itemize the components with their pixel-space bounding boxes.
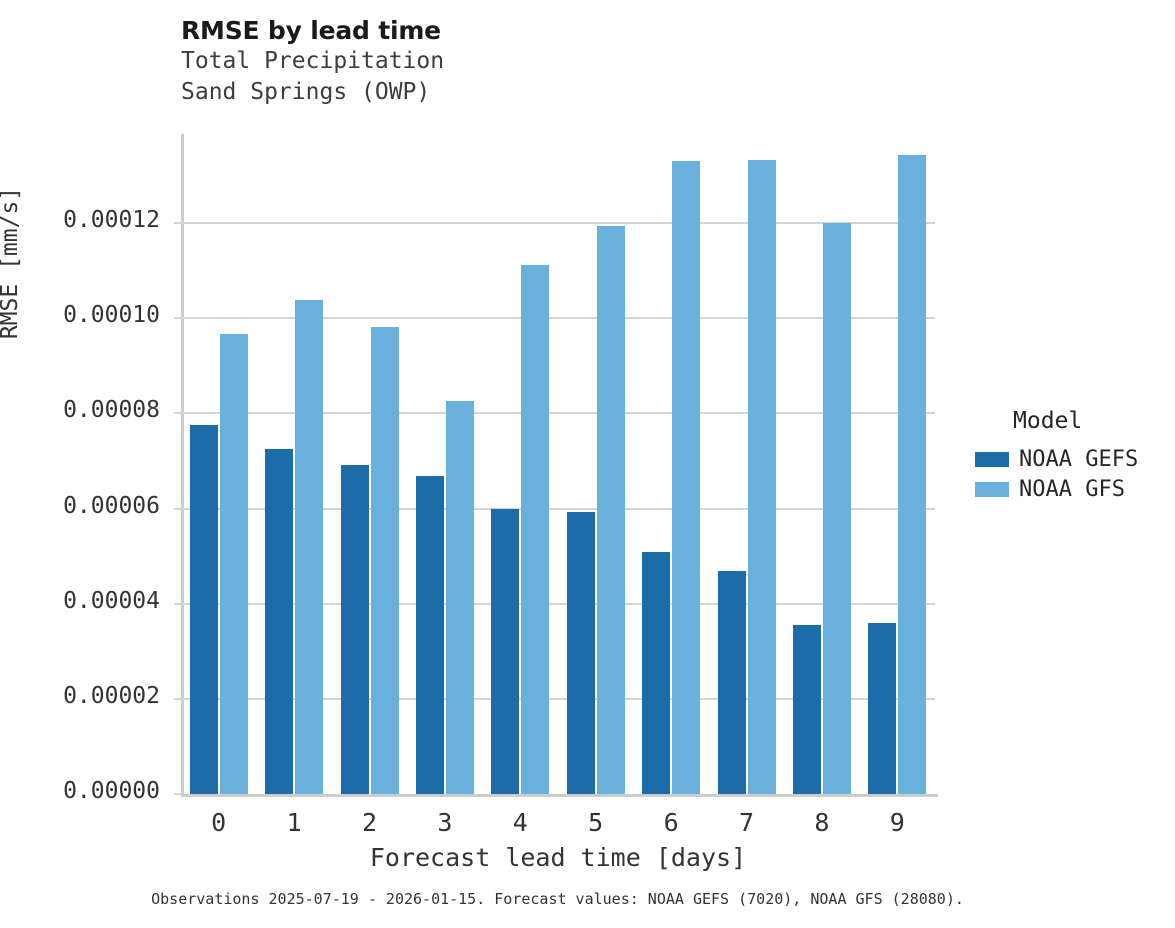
y-tick-mark: [174, 412, 181, 415]
legend-label: NOAA GFS: [1019, 476, 1125, 502]
y-tick-label: 0.00004: [63, 587, 160, 614]
gridline: [181, 602, 935, 605]
legend-swatch-icon: [975, 451, 1009, 467]
y-tick-mark: [174, 507, 181, 510]
legend-swatch-icon: [975, 481, 1009, 497]
bar-noaa-gefs-lead-2[interactable]: [340, 464, 369, 794]
y-axis-line: [181, 134, 184, 796]
y-tick-label: 0.00010: [63, 302, 160, 329]
bar-noaa-gefs-lead-7[interactable]: [717, 571, 746, 794]
x-tick-label: 8: [814, 808, 830, 837]
y-tick-mark: [174, 793, 181, 795]
bar-noaa-gfs-lead-9[interactable]: [898, 155, 927, 794]
bar-noaa-gefs-lead-1[interactable]: [265, 448, 294, 794]
y-tick-label: 0.00006: [63, 492, 160, 519]
x-axis-line: [181, 794, 938, 797]
y-tick-mark: [174, 697, 181, 700]
x-tick-label: 5: [588, 808, 604, 837]
y-tick-label: 0.00012: [63, 207, 160, 234]
chart-subtitle-variable: Total Precipitation: [181, 48, 445, 74]
bar-noaa-gfs-lead-1[interactable]: [295, 299, 324, 794]
x-tick-label: 3: [437, 808, 453, 837]
y-tick-label: 0.00008: [63, 397, 160, 424]
bar-noaa-gefs-lead-0[interactable]: [189, 424, 218, 794]
y-tick-label: 0.00000: [63, 778, 160, 804]
y-tick-mark: [174, 222, 181, 225]
gridline: [181, 412, 935, 415]
chart-caption: Observations 2025-07-19 - 2026-01-15. Fo…: [151, 890, 964, 908]
page-title: RMSE by lead time: [181, 16, 441, 45]
bar-noaa-gefs-lead-4[interactable]: [491, 509, 520, 794]
x-tick-label: 7: [738, 808, 755, 837]
legend-entry-1[interactable]: NOAA GFS: [975, 474, 1175, 504]
gridline: [181, 507, 935, 510]
y-axis-label: RMSE [mm/s]: [0, 186, 23, 340]
gridline: [181, 697, 935, 700]
x-tick-label: 9: [889, 808, 905, 837]
bar-noaa-gfs-lead-7[interactable]: [747, 160, 776, 794]
y-tick-mark: [174, 602, 181, 605]
x-axis-label: Forecast lead time [days]: [369, 843, 747, 872]
bar-noaa-gefs-lead-3[interactable]: [415, 475, 444, 794]
chart-header: RMSE by lead time Total Precipitation Sa…: [181, 16, 881, 108]
bar-noaa-gefs-lead-9[interactable]: [868, 622, 897, 794]
bar-noaa-gfs-lead-8[interactable]: [822, 222, 851, 794]
x-tick-label: 2: [361, 808, 378, 837]
bar-noaa-gefs-lead-6[interactable]: [642, 552, 671, 794]
x-tick-label: 1: [286, 808, 302, 837]
plot-area: [174, 134, 935, 795]
bar-noaa-gefs-lead-8[interactable]: [792, 624, 821, 794]
y-tick-label: 0.00002: [63, 682, 160, 709]
x-tick-label: 0: [211, 808, 227, 837]
y-tick-mark: [174, 317, 181, 320]
chart-subtitle-location: Sand Springs (OWP): [181, 79, 431, 105]
bar-noaa-gfs-lead-4[interactable]: [521, 264, 550, 794]
bar-noaa-gfs-lead-5[interactable]: [596, 226, 625, 794]
bar-noaa-gfs-lead-6[interactable]: [672, 161, 701, 794]
legend: Model NOAA GEFS NOAA GFS: [975, 408, 1175, 504]
bar-noaa-gfs-lead-0[interactable]: [219, 333, 248, 794]
x-tick-label: 6: [663, 808, 679, 837]
bar-noaa-gefs-lead-5[interactable]: [566, 512, 595, 794]
legend-label: NOAA GEFS: [1019, 446, 1139, 472]
legend-entry-0[interactable]: NOAA GEFS: [975, 444, 1175, 474]
legend-title: Model: [1013, 408, 1083, 434]
gridline: [181, 317, 935, 320]
bar-noaa-gfs-lead-3[interactable]: [445, 400, 474, 794]
gridline: [181, 222, 935, 225]
bar-noaa-gfs-lead-2[interactable]: [370, 326, 399, 794]
x-tick-label: 4: [512, 808, 528, 837]
legend-entries: NOAA GEFS NOAA GFS: [975, 444, 1175, 504]
